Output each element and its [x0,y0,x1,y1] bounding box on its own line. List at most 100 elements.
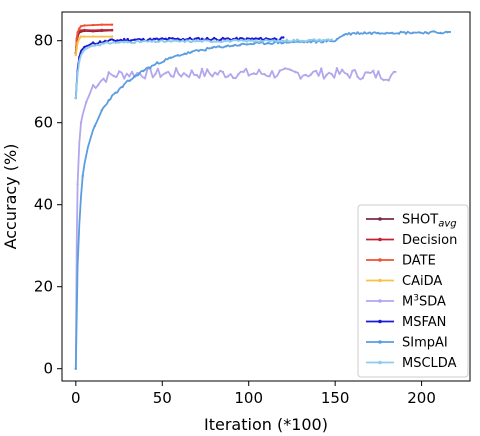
series-point-4 [361,76,364,80]
series-point-4 [356,75,359,79]
y-tick-label: 60 [34,114,53,132]
series-point-7 [174,39,178,42]
series-point-7 [78,60,81,63]
series-point-6 [114,91,117,94]
series-point-4 [216,73,219,76]
legend-marker-6 [378,340,382,344]
series-point-4 [76,183,79,186]
series-point-5 [219,38,223,41]
series-point-6 [321,40,325,44]
series-point-6 [418,31,422,34]
series-point-6 [245,43,249,46]
series-point-5 [226,37,230,40]
series-point-7 [188,40,192,43]
series-point-4 [247,74,250,77]
legend-marker-2 [378,258,382,262]
series-point-7 [282,39,285,43]
y-tick-label: 0 [43,360,53,378]
series-point-7 [171,39,174,43]
series-point-7 [102,42,105,45]
series-point-4 [382,78,385,82]
series-point-7 [295,38,299,41]
series-point-6 [391,31,394,35]
series-point-7 [154,40,157,44]
series-point-4 [330,72,333,76]
series-point-6 [314,41,318,44]
series-point-5 [98,40,102,43]
series-point-7 [219,40,223,44]
series-point-6 [225,45,228,48]
series-point-7 [109,42,112,45]
series-point-7 [192,39,195,42]
series-point-6 [204,49,207,52]
x-tick-label: 100 [234,389,263,407]
series-point-7 [178,40,181,43]
series-point-4 [154,72,157,76]
series-point-6 [432,30,435,33]
series-point-3 [83,35,86,38]
series-point-1 [110,28,114,32]
series-point-7 [306,39,309,42]
series-point-1 [91,29,95,32]
series-point-7 [140,40,143,43]
series-point-7 [323,39,326,42]
series-point-5 [188,36,192,40]
series-point-6 [411,31,415,34]
y-axis-title: Accuracy (%) [1,144,20,250]
series-point-7 [168,39,171,42]
series-point-4 [263,72,266,76]
series-point-5 [126,37,129,41]
series-point-4 [346,73,349,76]
series-point-6 [252,42,256,45]
series-point-5 [195,37,198,40]
series-point-4 [123,77,126,80]
series-point-7 [264,38,268,42]
series-point-4 [102,77,105,81]
series-line-5 [74,36,284,99]
series-point-4 [387,79,390,82]
series-point-4 [242,70,245,74]
series-point-4 [185,74,188,77]
series-point-7 [206,39,209,42]
series-point-7 [247,39,250,42]
x-tick-label: 0 [71,389,81,407]
series-point-5 [171,37,174,40]
series-point-3 [76,41,79,44]
series-point-6 [370,32,373,36]
series-point-7 [278,40,281,43]
series-point-7 [233,38,237,42]
series-point-6 [190,50,193,54]
series-line-7 [74,38,332,99]
series-point-4 [164,71,167,75]
series-point-6 [218,45,221,48]
series-point-4 [294,70,297,74]
series-point-7 [292,38,295,42]
series-point-5 [123,37,126,41]
series-point-4 [190,69,193,72]
series-point-5 [223,37,226,41]
series-point-1 [83,28,86,32]
series-point-5 [254,37,257,40]
series-point-7 [320,39,323,43]
series-point-3 [91,35,95,38]
series-point-4 [278,69,281,72]
series-point-7 [302,39,306,43]
series-point-4 [91,84,95,87]
series-point-7 [74,96,78,100]
series-point-6 [149,66,152,70]
legend-label-6: SImpAI [402,336,448,351]
series-point-6 [100,109,104,112]
series-point-7 [254,40,257,43]
series-point-4 [377,70,380,73]
series-point-6 [142,69,145,73]
series-line-4 [74,67,397,369]
series-point-5 [119,38,123,42]
series-point-6 [183,52,186,55]
y-tick-label: 80 [34,32,53,50]
series-point-4 [320,67,323,70]
series-point-7 [143,39,147,43]
series-point-4 [195,73,198,77]
series-point-4 [169,74,173,78]
legend-marker-4 [378,299,382,303]
series-point-7 [130,41,133,45]
